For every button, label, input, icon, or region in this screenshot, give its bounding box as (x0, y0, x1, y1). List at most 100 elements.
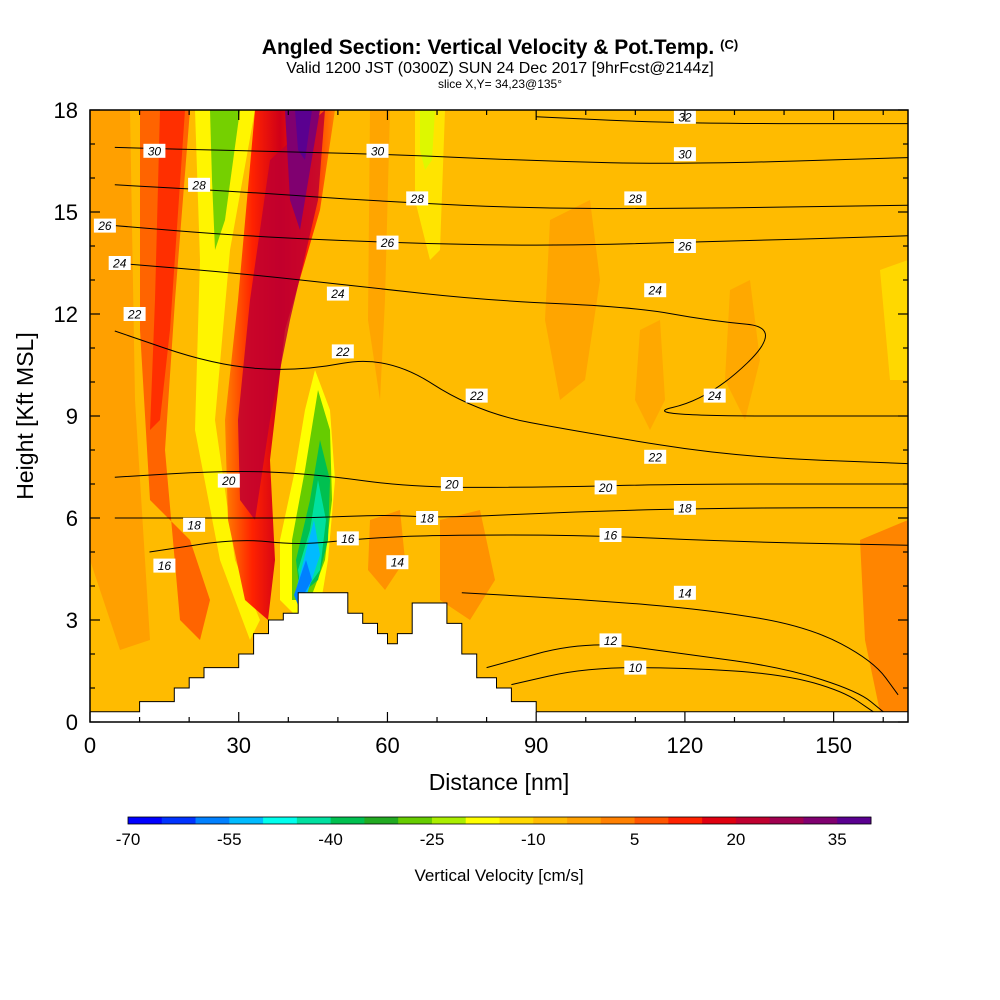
theta-label-box (386, 555, 409, 570)
theta-contour-16 (149, 534, 908, 553)
theta-label-box (406, 191, 429, 206)
theta-label-box (465, 388, 488, 403)
theta-label-box (93, 218, 116, 233)
y-tick-label: 6 (66, 506, 78, 531)
y-axis-label: Height [Kft MSL] (12, 332, 38, 499)
theta-label-box (366, 143, 389, 158)
theta-contour-24 (114, 262, 908, 417)
theta-label-box (183, 517, 206, 532)
theta-label: 26 (97, 219, 112, 233)
theta-contour-14 (461, 592, 899, 696)
theta-contour-30 (114, 146, 908, 164)
theta-label: 16 (341, 532, 355, 546)
theta-label-box (624, 660, 647, 675)
theta-label: 16 (158, 559, 172, 573)
colorbar-tick-label: -25 (420, 830, 445, 849)
colorbar-swatch (837, 817, 872, 824)
theta-label: 24 (112, 257, 127, 271)
x-tick-label: 120 (667, 733, 704, 758)
theta-label: 24 (330, 287, 345, 301)
colorbar-swatch (668, 817, 703, 824)
theta-label-box (336, 531, 359, 546)
theta-label: 12 (604, 634, 618, 648)
theta-label: 14 (391, 556, 405, 570)
chart-title: Angled Section: Vertical Velocity & Pot.… (261, 36, 739, 59)
theta-contour-12 (486, 644, 884, 713)
colorbar-swatch (364, 817, 399, 824)
colorbar-swatch (398, 817, 433, 824)
theta-label-box (108, 256, 131, 270)
colorbar-swatch (431, 817, 467, 824)
theta-contour-10 (511, 667, 874, 713)
theta-label-box (188, 177, 211, 192)
colorbar: -70 -55 -40 -25 -10 5 20 35 (116, 816, 872, 849)
theta-label-box (594, 480, 617, 495)
colorbar-swatch (735, 817, 771, 824)
y-tick-label: 15 (54, 200, 78, 225)
colorbar-swatch (296, 817, 332, 824)
slice-info: slice X,Y= 34,23@135° (437, 77, 563, 91)
theta-label: 20 (598, 481, 613, 495)
colorbar-swatch (803, 817, 838, 824)
colorbar-swatch (769, 817, 804, 824)
colorbar-swatch (229, 817, 264, 824)
theta-contour-32 (536, 116, 908, 125)
colorbar-swatch (600, 817, 635, 824)
theta-label: 16 (604, 529, 618, 543)
theta-label: 18 (420, 512, 434, 526)
x-tick-label: 30 (226, 733, 250, 758)
colorbar-swatch (567, 817, 602, 824)
theta-label-box (416, 511, 439, 525)
theta-label: 18 (678, 501, 692, 515)
y-tick-label: 12 (54, 302, 78, 327)
chart-subtitle: Valid 1200 JST (0300Z) SUN 24 Dec 2017 [… (286, 60, 714, 77)
theta-label-box (644, 283, 667, 298)
theta-label-box (673, 147, 696, 162)
colorbar-swatch (702, 817, 737, 824)
colorbar-tick-label: -70 (116, 830, 141, 849)
colorbar-swatch (263, 817, 298, 824)
colorbar-tick-label: -10 (521, 830, 546, 849)
theta-label-box (217, 473, 240, 488)
theta-label: 28 (191, 178, 206, 192)
colorbar-tick-label: 20 (726, 830, 745, 849)
x-tick-label: 150 (815, 733, 852, 758)
theta-label: 22 (469, 389, 484, 403)
theta-label: 10 (629, 661, 643, 675)
colorbar-swatch (465, 817, 500, 824)
colorbar-swatch (330, 817, 365, 824)
theta-label: 30 (148, 144, 162, 158)
theta-label-box (143, 143, 166, 158)
theta-contour-26 (114, 225, 908, 246)
theta-label-box (673, 500, 696, 515)
x-tick-label: 60 (375, 733, 399, 758)
theta-contour-18 (114, 507, 908, 519)
colorbar-swatch (634, 817, 669, 824)
theta-contour-22 (114, 330, 908, 465)
theta-label: 18 (187, 518, 201, 532)
theta-label-box (123, 307, 146, 321)
colorbar-tick-label: -55 (217, 830, 242, 849)
theta-label-box (376, 235, 399, 250)
x-axis-label: Distance [nm] (429, 769, 570, 795)
theta-label-box (703, 388, 726, 403)
theta-label-box (673, 239, 696, 253)
theta-label: 30 (678, 148, 692, 162)
theta-label-box (331, 344, 354, 359)
theta-label: 14 (678, 586, 692, 600)
theta-label: 20 (444, 478, 459, 492)
theta-label-box (644, 449, 667, 464)
theta-label: 22 (127, 308, 142, 322)
theta-label-box (440, 477, 463, 491)
theta-label: 30 (371, 144, 385, 158)
theta-label: 22 (648, 450, 663, 464)
theta-label-box (673, 585, 696, 600)
theta-contours (114, 116, 908, 713)
theta-label: 28 (410, 192, 425, 206)
theta-label-box (599, 633, 622, 648)
colorbar-swatch (161, 817, 196, 824)
y-tick-label: 3 (66, 608, 78, 633)
y-tick-label: 0 (66, 710, 78, 735)
